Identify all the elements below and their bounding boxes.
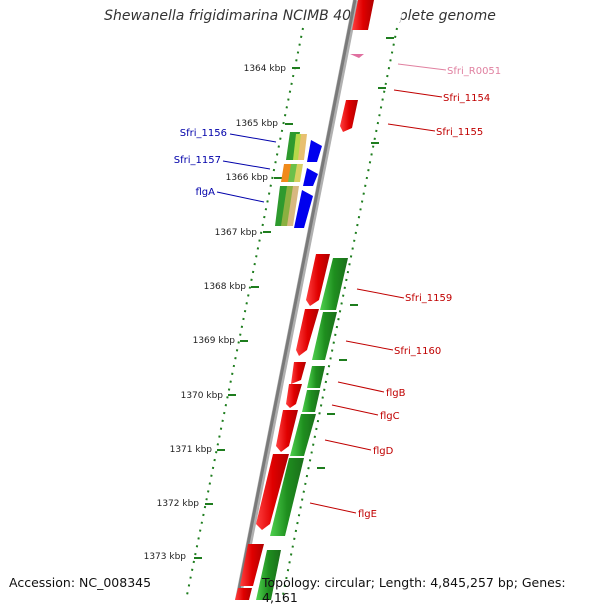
gene-label-flga: flgA [196,187,216,198]
gene-sfri-1156-c [298,134,307,160]
gene-label-sfri-1156: Sfri_1156 [180,128,227,139]
gene-next-reverse [256,550,281,600]
kbp-label-1365: 1365 kbp [236,119,279,129]
gene-sfri-1159-rev [320,258,348,310]
leader-flgb [337,381,385,393]
leader-lines [216,63,447,514]
gene-sfri-1160-rev [312,312,337,360]
gene-sfri-1155 [340,100,358,132]
gene-flga-c [287,186,299,226]
kbp-labels: 1364 kbp 1365 kbp 1366 kbp 1367 kbp 1368… [144,64,287,562]
gene-label-flgc: flgC [380,411,400,422]
gene-sfri-r0051 [350,54,364,58]
leader-sfri-1159 [356,288,405,299]
leader-sfri-1160 [345,340,394,351]
gene-next-forward-1 [240,544,264,586]
leader-flga [216,191,265,203]
leader-sfri-1157 [222,160,271,170]
gene-flgb-rev [307,366,325,388]
gene-flga-b [281,186,294,226]
gene-label-flgd: flgD [373,446,394,457]
kbp-label-1370: 1370 kbp [181,391,224,401]
leader-flgc [331,404,379,416]
gene-label-flge: flgE [358,509,377,520]
gene-flgd [276,410,298,452]
leader-sfri-1156 [229,133,277,143]
kbp-label-1372: 1372 kbp [157,499,200,509]
gene-label-sfri-1154: Sfri_1154 [443,93,490,104]
gene-sfri-1159 [306,254,330,306]
left-tick-track [185,27,304,600]
gene-flga-a [275,186,288,226]
leader-flge [309,502,357,514]
gene-flgb [291,362,306,384]
gene-flgd-rev [290,414,316,456]
gene-label-flgb: flgB [386,388,406,399]
right-tick-track [281,27,398,600]
gene-next-forward-2 [235,588,252,600]
gene-label-sfri-1159: Sfri_1159 [405,293,452,304]
gene-label-sfri-1155: Sfri_1155 [436,127,483,138]
gene-sfri-1154-fragment [352,0,374,30]
gene-label-sfri-1160: Sfri_1160 [394,346,441,357]
kbp-label-1373: 1373 kbp [144,552,187,562]
major-ticks [194,37,394,559]
gene-flge [256,454,289,530]
kbp-label-1371: 1371 kbp [170,445,213,455]
genome-summary-text: Topology: circular; Length: 4,845,257 bp… [262,575,566,605]
gene-label-sfri-r0051: Sfri_R0051 [447,66,501,77]
reverse-genes [256,258,348,600]
gene-label-sfri-1157: Sfri_1157 [174,155,221,166]
kbp-label-1364: 1364 kbp [244,64,287,74]
gene-sfri-1157-c [294,164,303,182]
kbp-label-1367: 1367 kbp [215,228,258,238]
backbone-line [235,0,357,600]
gene-sfri-1160 [296,309,319,356]
kbp-label-1366: 1366 kbp [226,173,269,183]
gene-flge-rev [270,458,304,536]
accession-text: Accession: NC_008345 [9,575,152,590]
leader-sfri-1155 [387,123,436,132]
left-gene-cluster [275,132,322,228]
forward-genes [235,0,374,600]
gene-sfri-1156-blue [307,140,322,162]
gene-flga-blue [294,190,313,228]
gene-flgc [286,384,302,408]
gene-labels: Sfri_R0051 Sfri_1154 Sfri_1155 Sfri_1156… [174,66,501,520]
kbp-label-1368: 1368 kbp [204,282,247,292]
leader-sfri-r0051 [397,63,447,71]
leader-flgd [324,439,372,451]
kbp-label-1369: 1369 kbp [193,336,236,346]
gene-flgc-rev [302,390,320,412]
leader-sfri-1154 [393,89,443,98]
gene-sfri-1157-blue [303,168,318,186]
